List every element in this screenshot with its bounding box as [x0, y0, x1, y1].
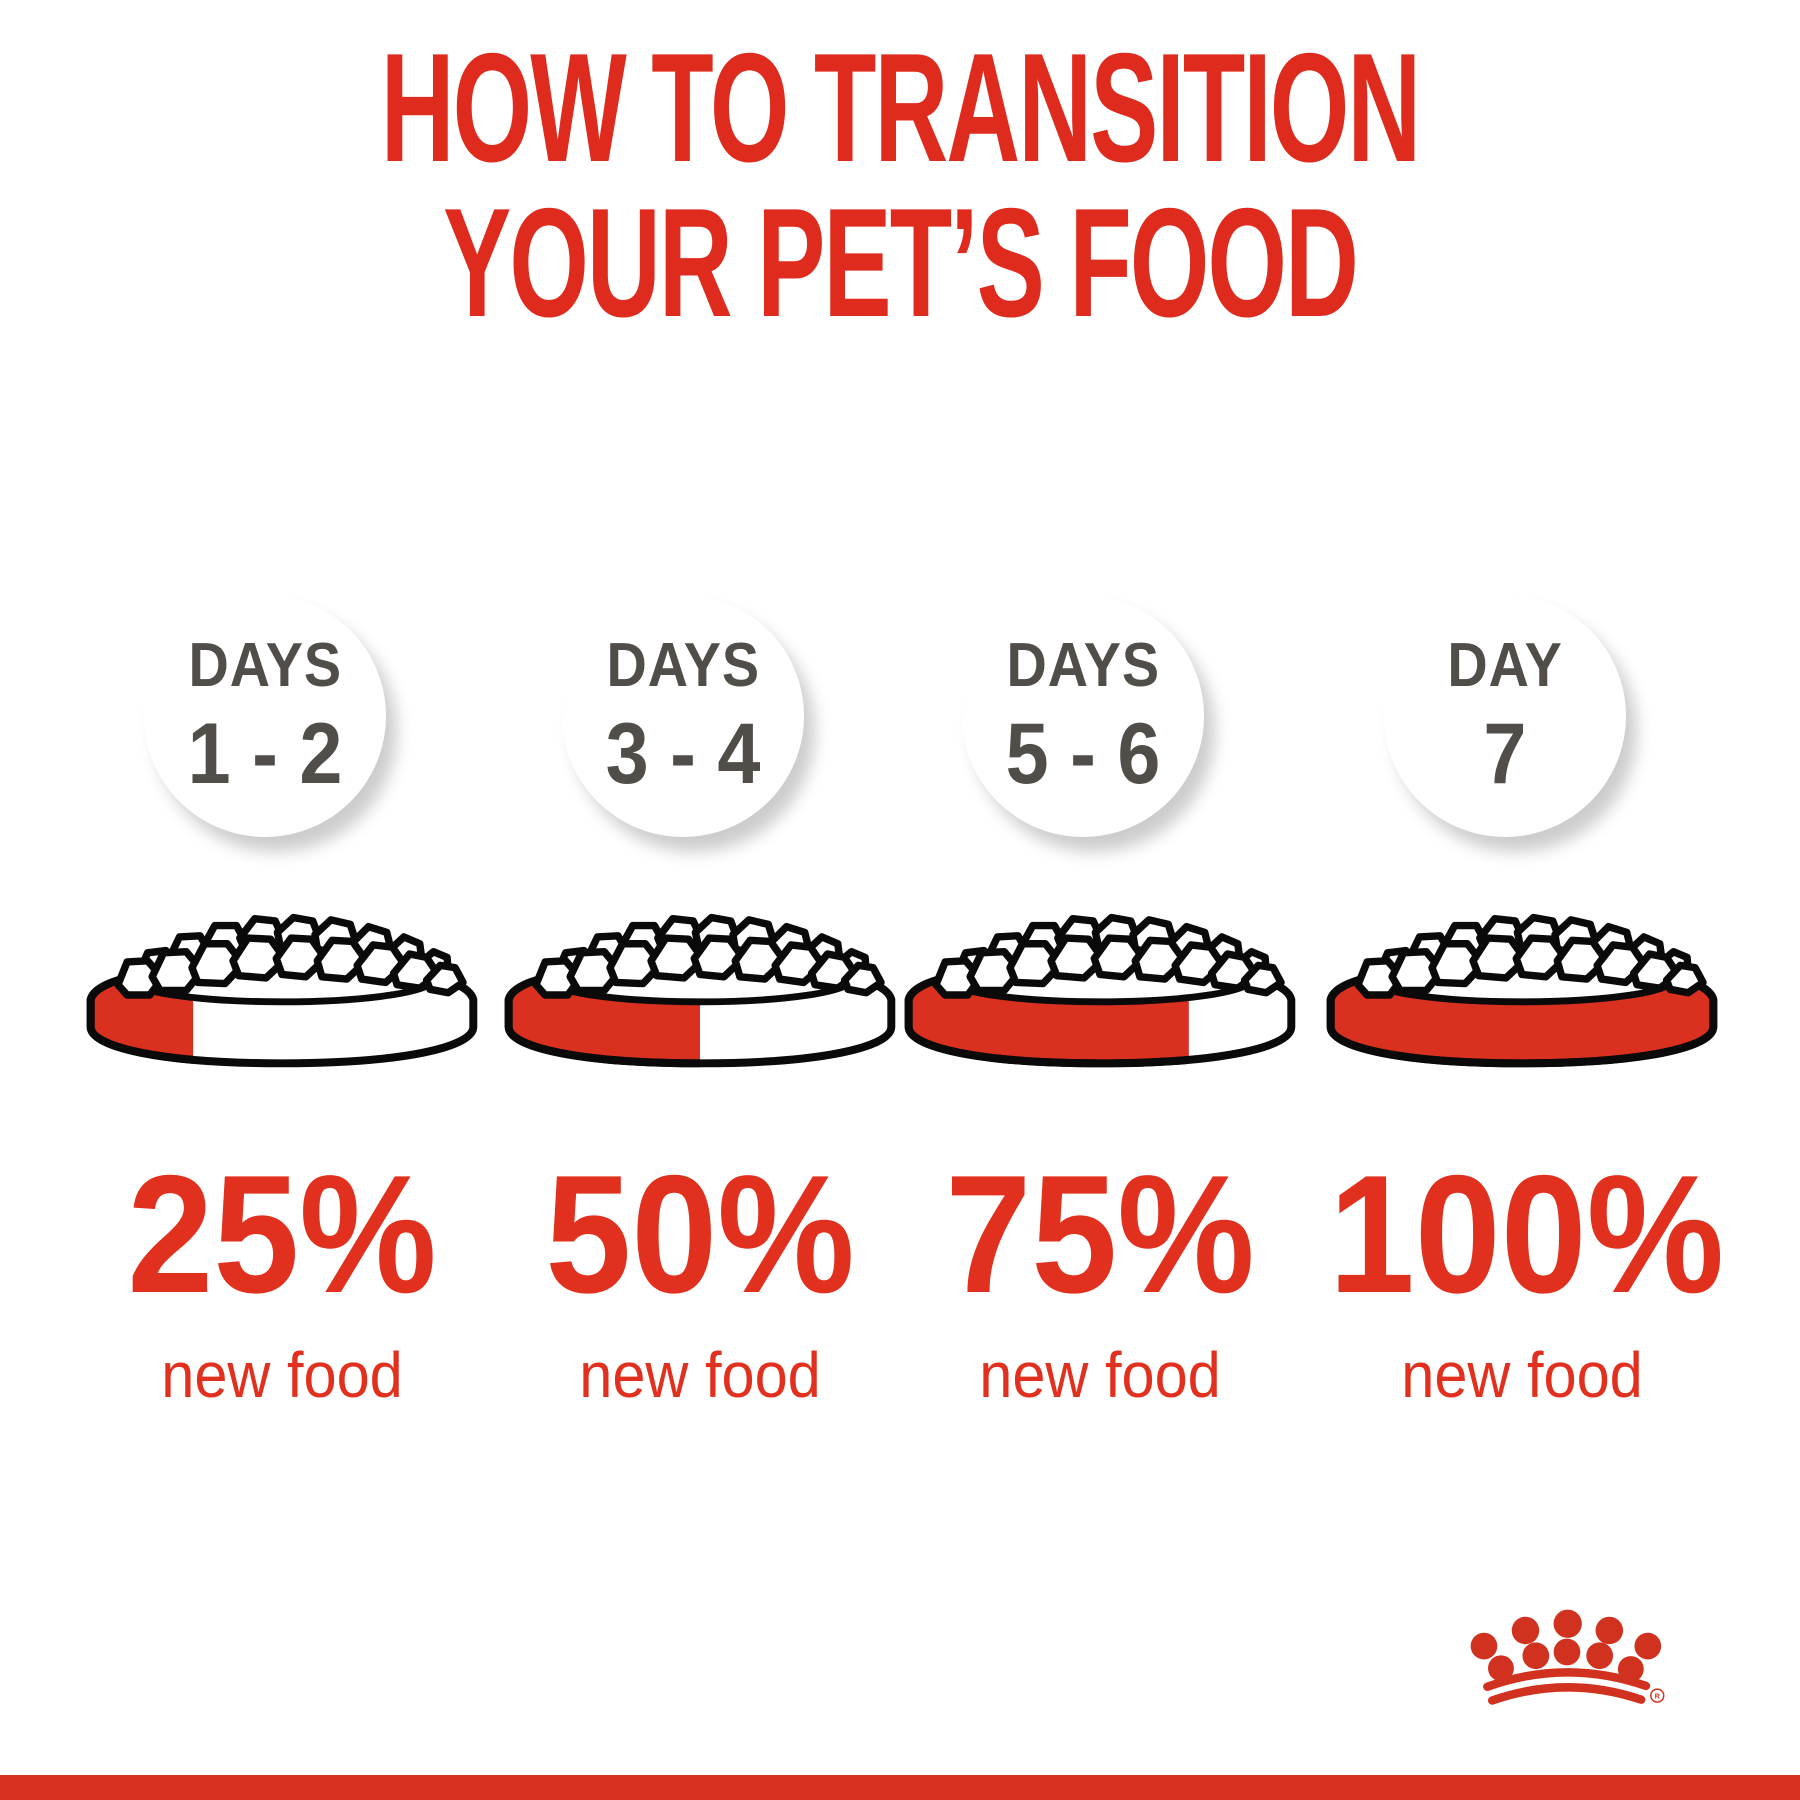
- svg-text:R: R: [1655, 1691, 1661, 1700]
